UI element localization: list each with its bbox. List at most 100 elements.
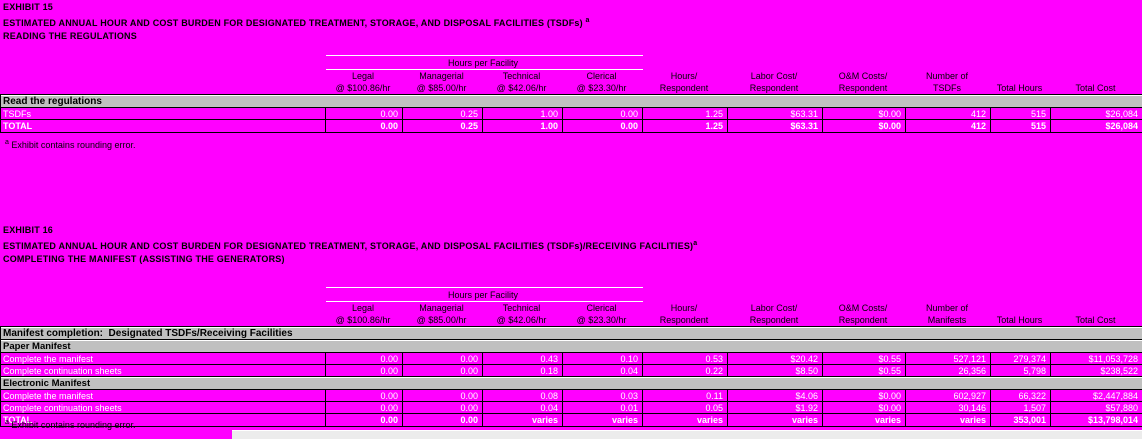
cell: 0.25 bbox=[403, 120, 483, 133]
cell: 412 bbox=[906, 108, 991, 120]
column-header: @ $42.06/hr bbox=[483, 314, 563, 327]
cell: 1.00 bbox=[483, 108, 563, 120]
cell: $26,084 bbox=[1051, 120, 1142, 133]
column-header: Number of bbox=[906, 302, 991, 315]
table-row: TSDFs 0.00 0.25 1.00 0.00 1.25 $63.31 $0… bbox=[1, 108, 1142, 120]
column-header: O&M Costs/ bbox=[823, 70, 906, 83]
hours-per-facility-header: Hours per Facility bbox=[326, 288, 643, 302]
cell: 0.03 bbox=[563, 390, 643, 402]
exhibit-16-table: Hours per Facility Legal Managerial Tech… bbox=[0, 287, 1142, 427]
row-label: TOTAL bbox=[1, 120, 326, 133]
cell: 515 bbox=[991, 108, 1051, 120]
cell: 0.04 bbox=[483, 402, 563, 414]
cell: 66,322 bbox=[991, 390, 1051, 402]
column-header: Total Hours bbox=[991, 314, 1051, 327]
column-header: Managerial bbox=[403, 302, 483, 315]
cell: 0.01 bbox=[563, 402, 643, 414]
column-header: Legal bbox=[326, 70, 403, 83]
column-header: @ $100.86/hr bbox=[326, 314, 403, 327]
column-header: @ $85.00/hr bbox=[403, 314, 483, 327]
column-header: Hours/ bbox=[643, 302, 728, 315]
cell: 0.00 bbox=[403, 353, 483, 365]
column-header: @ $100.86/hr bbox=[326, 82, 403, 95]
column-header: Technical bbox=[483, 70, 563, 83]
column-header: Clerical bbox=[563, 70, 643, 83]
cell: 0.00 bbox=[403, 390, 483, 402]
cell: 0.00 bbox=[403, 402, 483, 414]
cell: $0.00 bbox=[823, 120, 906, 133]
cell: $2,447,884 bbox=[1051, 390, 1142, 402]
cell: $0.55 bbox=[823, 365, 906, 377]
cell: 0.00 bbox=[326, 414, 403, 427]
cell: 0.00 bbox=[326, 402, 403, 414]
exhibit-15-footnote: a Exhibit contains rounding error. bbox=[5, 139, 135, 150]
cell: 0.00 bbox=[563, 120, 643, 133]
cell: 0.43 bbox=[483, 353, 563, 365]
cell: 0.00 bbox=[326, 390, 403, 402]
cell: 1,507 bbox=[991, 402, 1051, 414]
cell: 30,146 bbox=[906, 402, 991, 414]
cell: 0.10 bbox=[563, 353, 643, 365]
table-row: Complete continuation sheets 0.00 0.00 0… bbox=[1, 402, 1142, 414]
exhibit-16-subtitle: COMPLETING THE MANIFEST (ASSISTING THE G… bbox=[3, 253, 697, 266]
cell: $63.31 bbox=[728, 108, 823, 120]
cell: $1.92 bbox=[728, 402, 823, 414]
row-label: Complete continuation sheets bbox=[1, 402, 326, 414]
cell: 412 bbox=[906, 120, 991, 133]
cell: $0.55 bbox=[823, 353, 906, 365]
hours-per-facility-header: Hours per Facility bbox=[326, 56, 643, 70]
cell: 0.00 bbox=[326, 108, 403, 120]
exhibit-15-title: ESTIMATED ANNUAL HOUR AND COST BURDEN FO… bbox=[3, 14, 590, 30]
column-header: @ $23.30/hr bbox=[563, 82, 643, 95]
column-header: TSDFs bbox=[906, 82, 991, 95]
column-header bbox=[991, 302, 1051, 315]
column-header: Hours/ bbox=[643, 70, 728, 83]
column-header bbox=[991, 70, 1051, 83]
exhibit-15-subtitle: READING THE REGULATIONS bbox=[3, 30, 590, 43]
column-header: Respondent bbox=[728, 314, 823, 327]
subsection-header-row: Paper Manifest bbox=[1, 340, 1142, 353]
cell: 1.25 bbox=[643, 108, 728, 120]
column-header: Technical bbox=[483, 302, 563, 315]
cell: 353,001 bbox=[991, 414, 1051, 427]
column-header: Respondent bbox=[643, 314, 728, 327]
cell: 5,798 bbox=[991, 365, 1051, 377]
cell: 0.11 bbox=[643, 390, 728, 402]
column-header: Total Hours bbox=[991, 82, 1051, 95]
column-header-row-2: @ $100.86/hr @ $85.00/hr @ $42.06/hr @ $… bbox=[1, 82, 1142, 95]
cell: 0.00 bbox=[326, 120, 403, 133]
column-header: Total Cost bbox=[1051, 314, 1142, 327]
column-header: @ $23.30/hr bbox=[563, 314, 643, 327]
cell: 602,927 bbox=[906, 390, 991, 402]
cell: 0.00 bbox=[403, 365, 483, 377]
group-header-row: Hours per Facility bbox=[1, 56, 1142, 70]
cell: $26,084 bbox=[1051, 108, 1142, 120]
exhibit-15-heading: EXHIBIT 15 bbox=[3, 1, 590, 14]
column-header-row-1: Legal Managerial Technical Clerical Hour… bbox=[1, 70, 1142, 83]
section-header: Manifest completion: Designated TSDFs/Re… bbox=[1, 327, 1142, 340]
section-header: Read the regulations bbox=[1, 95, 1142, 108]
cell: varies bbox=[643, 414, 728, 427]
column-header: @ $85.00/hr bbox=[403, 82, 483, 95]
column-header: Labor Cost/ bbox=[728, 302, 823, 315]
exhibit-15-title-footnote-marker: a bbox=[586, 17, 590, 24]
cell: varies bbox=[728, 414, 823, 427]
exhibit-15-table: Hours per Facility Legal Managerial Tech… bbox=[0, 55, 1142, 133]
cell: $20.42 bbox=[728, 353, 823, 365]
cell: $8.50 bbox=[728, 365, 823, 377]
column-header-row-2: @ $100.86/hr @ $85.00/hr @ $42.06/hr @ $… bbox=[1, 314, 1142, 327]
total-row: TOTAL 0.00 0.00 varies varies varies var… bbox=[1, 414, 1142, 427]
row-label: Complete continuation sheets bbox=[1, 365, 326, 377]
column-header: Respondent bbox=[823, 82, 906, 95]
exhibit-16-title-block: EXHIBIT 16 ESTIMATED ANNUAL HOUR AND COS… bbox=[3, 224, 697, 266]
cell: 279,374 bbox=[991, 353, 1051, 365]
cell: 0.53 bbox=[643, 353, 728, 365]
cell: $4.06 bbox=[728, 390, 823, 402]
cell: 515 bbox=[991, 120, 1051, 133]
subsection-header-row: Electronic Manifest bbox=[1, 377, 1142, 390]
cell: $0.00 bbox=[823, 108, 906, 120]
cell: 0.08 bbox=[483, 390, 563, 402]
exhibit-16-heading: EXHIBIT 16 bbox=[3, 224, 697, 237]
column-header bbox=[1051, 302, 1142, 315]
cell: varies bbox=[906, 414, 991, 427]
